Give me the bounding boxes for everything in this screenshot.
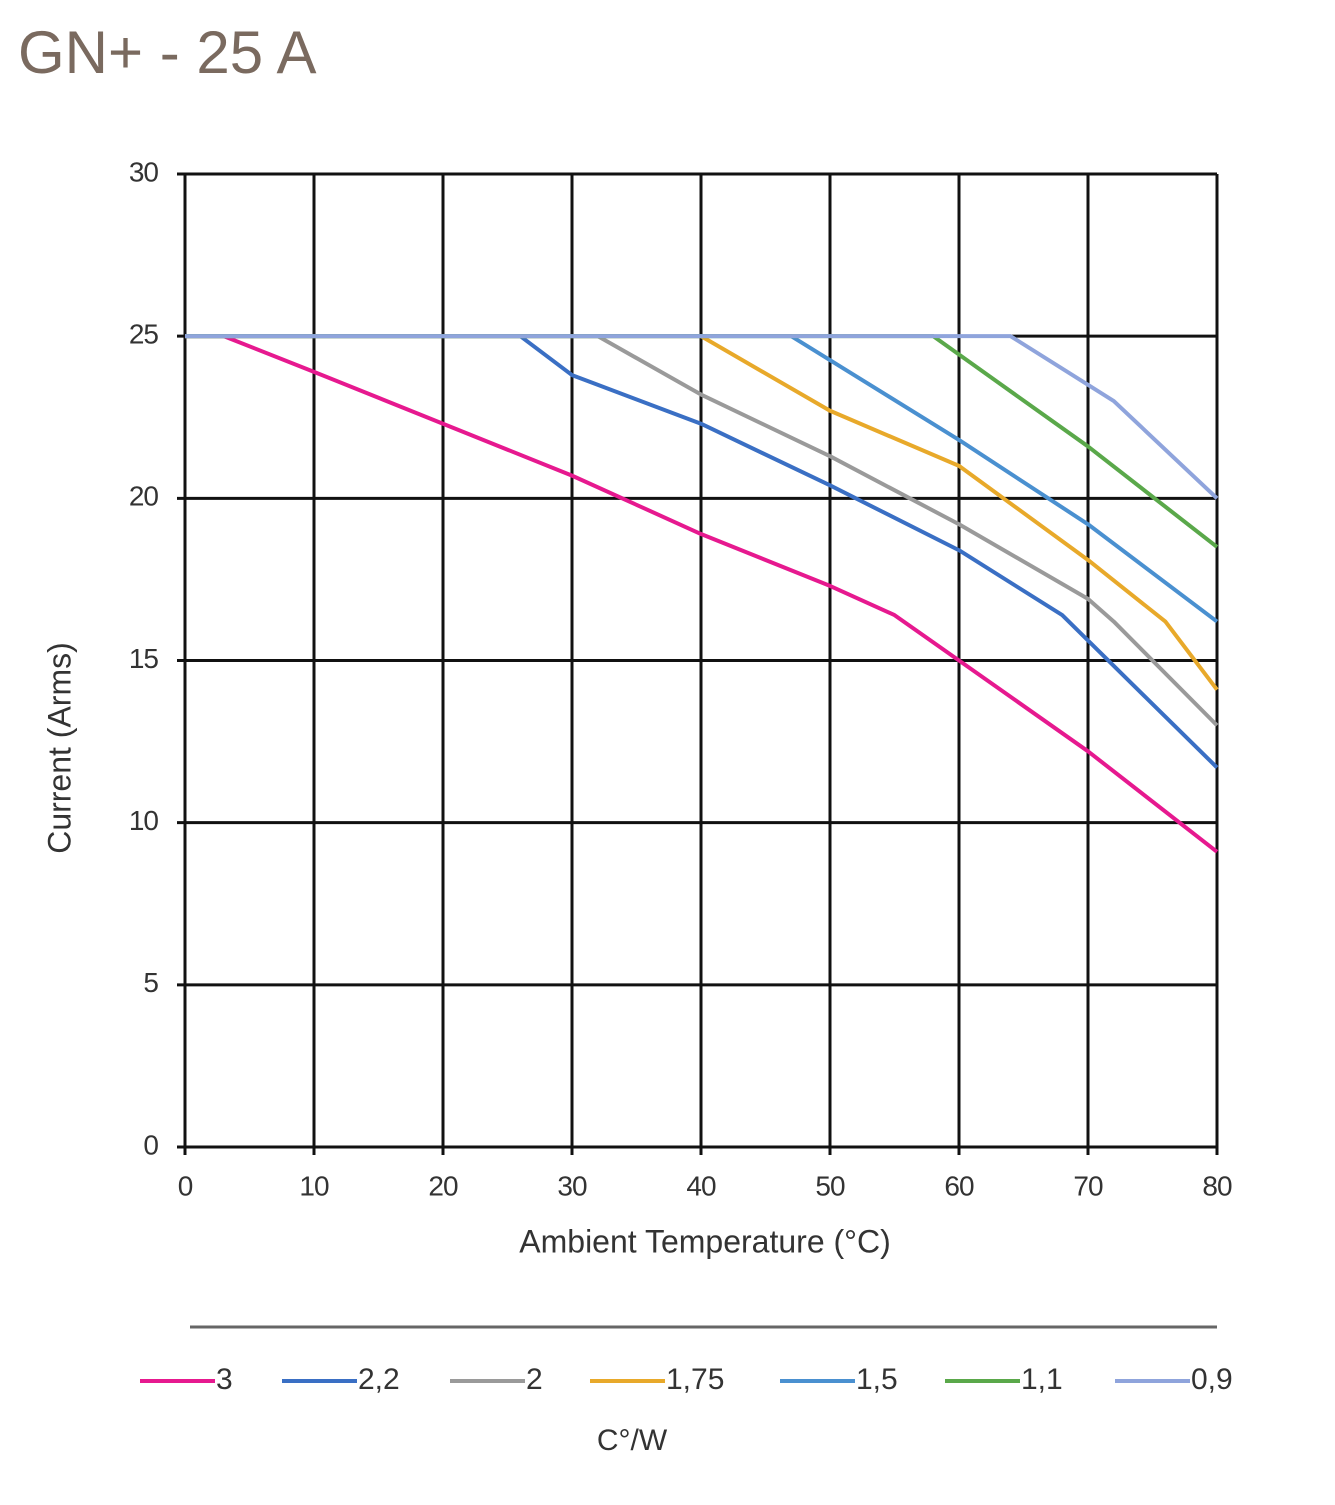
x-tick-label: 60	[944, 1170, 974, 1201]
legend-label: 2,2	[358, 1363, 400, 1396]
x-tick-label: 0	[178, 1170, 193, 1201]
legend-label: 1,75	[666, 1363, 724, 1396]
legend-label: 3	[216, 1363, 233, 1396]
x-tick-label: 70	[1073, 1170, 1103, 1201]
legend-label: 1,5	[856, 1363, 898, 1396]
x-tick-label: 80	[1202, 1170, 1232, 1201]
x-tick-label: 10	[299, 1170, 329, 1201]
chart-title: GN+ - 25 A	[18, 19, 316, 86]
legend-label: 0,9	[1191, 1363, 1233, 1396]
y-axis-title: Current (Arms)	[41, 642, 77, 854]
y-tick-label: 5	[143, 967, 158, 998]
x-tick-label: 20	[428, 1170, 458, 1201]
series-line	[185, 334, 1219, 727]
series-line	[185, 334, 1219, 500]
x-axis-title: Ambient Temperature (°C)	[519, 1223, 890, 1259]
y-tick-label: 25	[129, 319, 159, 350]
legend-title: C°/W	[597, 1424, 668, 1457]
x-tick-label: 50	[815, 1170, 845, 1201]
y-tick-label: 30	[129, 156, 159, 187]
legend-label: 2	[526, 1363, 543, 1396]
y-tick-label: 15	[129, 643, 159, 674]
y-tick-label: 20	[129, 481, 159, 512]
series-line	[185, 334, 1219, 854]
y-tick-label: 0	[143, 1129, 158, 1160]
y-tick-label: 10	[129, 805, 159, 836]
x-tick-label: 40	[686, 1170, 716, 1201]
series-line	[185, 334, 1219, 769]
x-tick-label: 30	[557, 1170, 587, 1201]
legend-label: 1,1	[1021, 1363, 1063, 1396]
